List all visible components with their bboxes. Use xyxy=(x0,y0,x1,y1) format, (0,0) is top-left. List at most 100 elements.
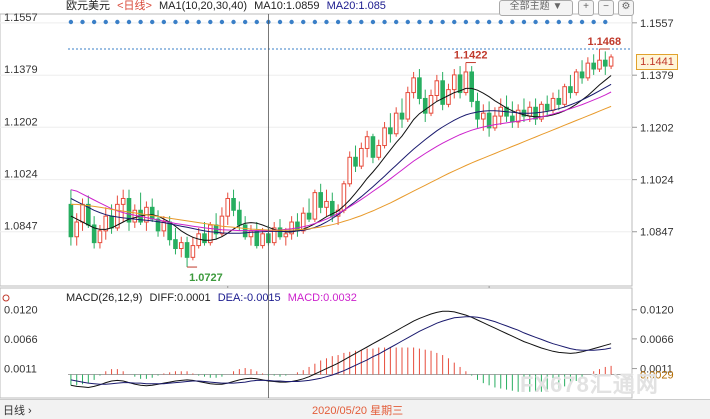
candle-body xyxy=(405,92,411,120)
ma-line-ma20 xyxy=(70,83,612,234)
candle-body xyxy=(103,215,109,232)
candle-body xyxy=(417,77,422,99)
price-y-tick-right: 1.0847 xyxy=(640,227,674,239)
candle-body xyxy=(300,212,306,232)
candle-body xyxy=(475,100,480,120)
candle-body xyxy=(382,127,387,147)
candle-body xyxy=(515,109,521,123)
candle-body xyxy=(399,112,405,120)
event-marker xyxy=(405,19,410,25)
candle-body xyxy=(120,197,126,205)
candle-body xyxy=(91,224,97,244)
gear-icon: ⚙ xyxy=(621,1,631,12)
price-panel-frame xyxy=(0,13,633,287)
chart-header: 欧元美元 <日线> MA1(10,20,30,40) MA10:1.0859 M… xyxy=(66,0,390,14)
zoom-out-button[interactable]: − xyxy=(598,0,614,16)
event-marker xyxy=(289,19,294,25)
candle-body xyxy=(573,71,579,94)
candle-body xyxy=(260,233,265,247)
diff-value: DIFF:0.0001 xyxy=(149,292,211,304)
event-marker xyxy=(463,19,469,25)
timeframe-label[interactable]: <日线> xyxy=(117,0,152,12)
event-marker xyxy=(393,19,399,25)
candle-body xyxy=(277,227,283,238)
candle-body xyxy=(202,233,207,244)
annotation-label: 1.1468 xyxy=(587,36,621,48)
candle-body xyxy=(225,197,231,217)
candle-body xyxy=(446,89,451,105)
price-y-tick-left: 1.1379 xyxy=(4,64,38,76)
candle-body xyxy=(486,112,492,129)
ma20-value: MA20:1.085 xyxy=(326,0,386,12)
candle-body xyxy=(318,192,323,208)
crosshair-date-label: 2020/05/20 星期三 xyxy=(312,405,404,417)
candle-body xyxy=(167,221,172,241)
candle-body xyxy=(219,215,225,235)
candle-body xyxy=(510,115,515,123)
price-y-tick-left: 1.0847 xyxy=(4,221,38,233)
candle-body xyxy=(550,97,556,111)
candle-body xyxy=(463,71,469,94)
zoom-in-button[interactable]: + xyxy=(578,0,594,16)
chevron-down-icon: ▼ xyxy=(552,1,563,12)
candle-body xyxy=(376,145,382,158)
event-marker xyxy=(556,19,562,25)
event-marker xyxy=(231,19,236,25)
event-marker xyxy=(208,19,213,25)
bottom-toolbar: 日线 › xyxy=(0,399,710,419)
candle-body xyxy=(324,200,329,208)
event-marker xyxy=(486,19,492,25)
macd-y-tick-right: 0.0011 xyxy=(640,364,673,376)
candle-body xyxy=(568,86,573,94)
event-marker xyxy=(498,19,503,25)
candle-body xyxy=(388,127,393,135)
candle-body xyxy=(370,136,376,158)
candle-body xyxy=(173,239,178,250)
settings-button[interactable]: ⚙ xyxy=(618,0,634,16)
candle-body xyxy=(208,224,213,244)
ma-settings-label[interactable]: MA1(10,20,30,40) xyxy=(158,0,248,12)
event-marker xyxy=(150,19,155,25)
macd-settings-label[interactable]: MACD(26,12,9) xyxy=(66,292,143,304)
timeframe-button[interactable]: 日线 › xyxy=(3,405,32,417)
candle-body xyxy=(591,62,596,70)
candle-body xyxy=(289,221,294,235)
event-marker xyxy=(335,19,341,25)
macd-y-tick-right: 0.0066 xyxy=(640,334,674,346)
event-marker xyxy=(219,19,225,25)
event-marker xyxy=(184,19,190,25)
price-y-tick-right: 1.1202 xyxy=(640,122,674,134)
event-marker xyxy=(591,19,596,25)
price-y-tick-left: 1.1024 xyxy=(4,169,38,181)
macd-line-dea xyxy=(70,316,612,385)
theme-select-button[interactable]: 全部主题 ▼ xyxy=(499,0,573,16)
event-marker xyxy=(370,19,376,25)
plus-icon: + xyxy=(583,1,589,12)
watermark-text: FX678汇通网 xyxy=(520,372,659,397)
macd-zero-tick: 0.0029 xyxy=(640,370,674,382)
candle-body xyxy=(271,227,277,244)
annotation-label: 1.1422 xyxy=(454,50,488,62)
annotation-label: 1.0727 xyxy=(189,272,223,284)
candle-body xyxy=(306,212,312,220)
candle-body xyxy=(68,203,74,238)
candle-body xyxy=(527,106,533,117)
minus-icon: − xyxy=(603,1,609,12)
event-marker xyxy=(242,19,248,25)
event-marker xyxy=(510,19,515,25)
candle-body xyxy=(347,156,353,185)
ma10-value: MA10:1.0859 xyxy=(254,0,320,12)
event-marker xyxy=(138,19,143,25)
candle-body xyxy=(492,115,498,129)
candle-body xyxy=(411,77,416,94)
candle-body xyxy=(74,221,80,238)
candle-body xyxy=(178,242,184,250)
event-marker xyxy=(277,19,283,25)
candle-body xyxy=(184,242,190,258)
candle-body xyxy=(469,71,474,102)
candle-body xyxy=(602,59,608,67)
event-marker xyxy=(603,19,608,25)
macd-header: MACD(26,12,9) DIFF:0.0001 DEA:-0.0015 MA… xyxy=(66,292,361,304)
candle-body xyxy=(597,59,602,70)
